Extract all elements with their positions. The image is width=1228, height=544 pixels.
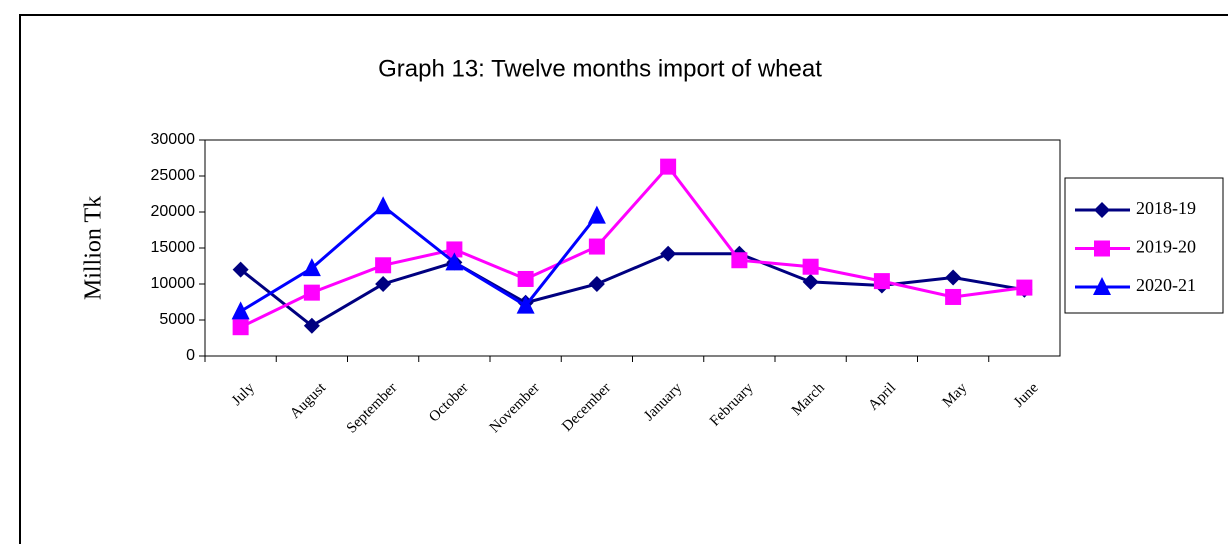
marker [302, 258, 321, 277]
marker [873, 273, 890, 290]
plot-area [204, 139, 1061, 357]
marker [231, 301, 250, 320]
marker [945, 269, 962, 286]
marker [587, 205, 606, 224]
marker [1093, 277, 1111, 295]
legend-box [1064, 177, 1224, 314]
marker [660, 158, 677, 175]
marker [303, 284, 320, 301]
legend-label: 2020-21 [1136, 275, 1196, 295]
marker [588, 238, 605, 255]
marker [1094, 240, 1110, 257]
marker [232, 261, 249, 278]
y-tick-label: 5000 [159, 311, 195, 328]
legend-label: 2019-20 [1136, 237, 1196, 257]
series-line [239, 164, 1025, 329]
marker [802, 273, 819, 290]
y-tick-label: 0 [186, 347, 195, 364]
marker [660, 245, 677, 262]
marker [945, 288, 962, 305]
marker [303, 317, 320, 334]
y-tick-label: 15000 [151, 239, 196, 256]
legend-label: 2018-19 [1136, 198, 1196, 218]
y-tick-label: 20000 [151, 203, 196, 220]
marker [446, 241, 463, 258]
marker [374, 196, 393, 215]
marker [516, 295, 535, 314]
chart-title: Graph 13: Twelve months import of wheat [378, 55, 822, 82]
y-tick-label: 10000 [151, 275, 196, 292]
legend: 2018-19 2019-20 2020-21 [1064, 177, 1224, 314]
y-tick-label: 25000 [151, 167, 196, 184]
marker [588, 276, 605, 292]
y-tick-label: 30000 [151, 131, 196, 148]
marker [232, 319, 249, 336]
marker [375, 276, 392, 292]
marker [1094, 202, 1110, 218]
marker [445, 252, 464, 271]
marker [731, 252, 748, 269]
marker [802, 258, 819, 275]
series-line [239, 204, 599, 313]
y-axis-label: Million Tk [81, 196, 107, 300]
marker [1016, 279, 1033, 296]
marker [375, 257, 392, 274]
marker [517, 270, 534, 287]
